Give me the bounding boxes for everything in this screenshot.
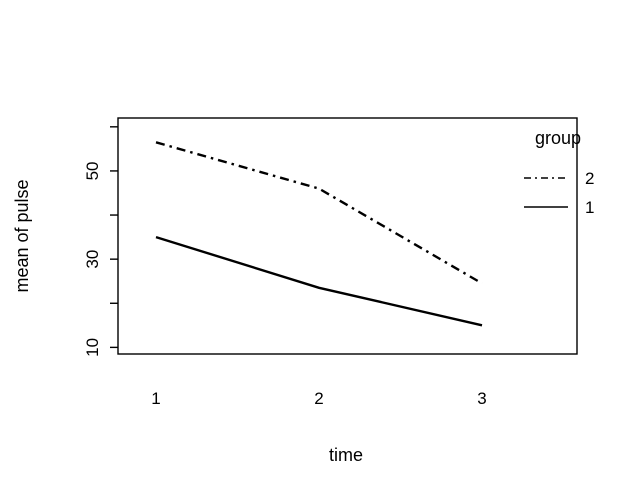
series-line-group-1: [155, 235, 483, 327]
legend-title: group: [535, 128, 581, 148]
y-tick-label: 10: [83, 338, 102, 357]
series-line-group-2: [155, 141, 483, 285]
legend-label-group-1: 1: [585, 198, 594, 217]
x-tick-label: 2: [314, 389, 323, 408]
x-axis-title: time: [329, 445, 363, 465]
y-tick-label: 50: [83, 161, 102, 180]
legend-label-group-2: 2: [585, 169, 594, 188]
y-tick-label: 30: [83, 250, 102, 269]
y-axis-title: mean of pulse: [12, 179, 32, 292]
x-tick-label: 1: [151, 389, 160, 408]
x-tick-label: 3: [477, 389, 486, 408]
plot-box: [117, 117, 578, 355]
